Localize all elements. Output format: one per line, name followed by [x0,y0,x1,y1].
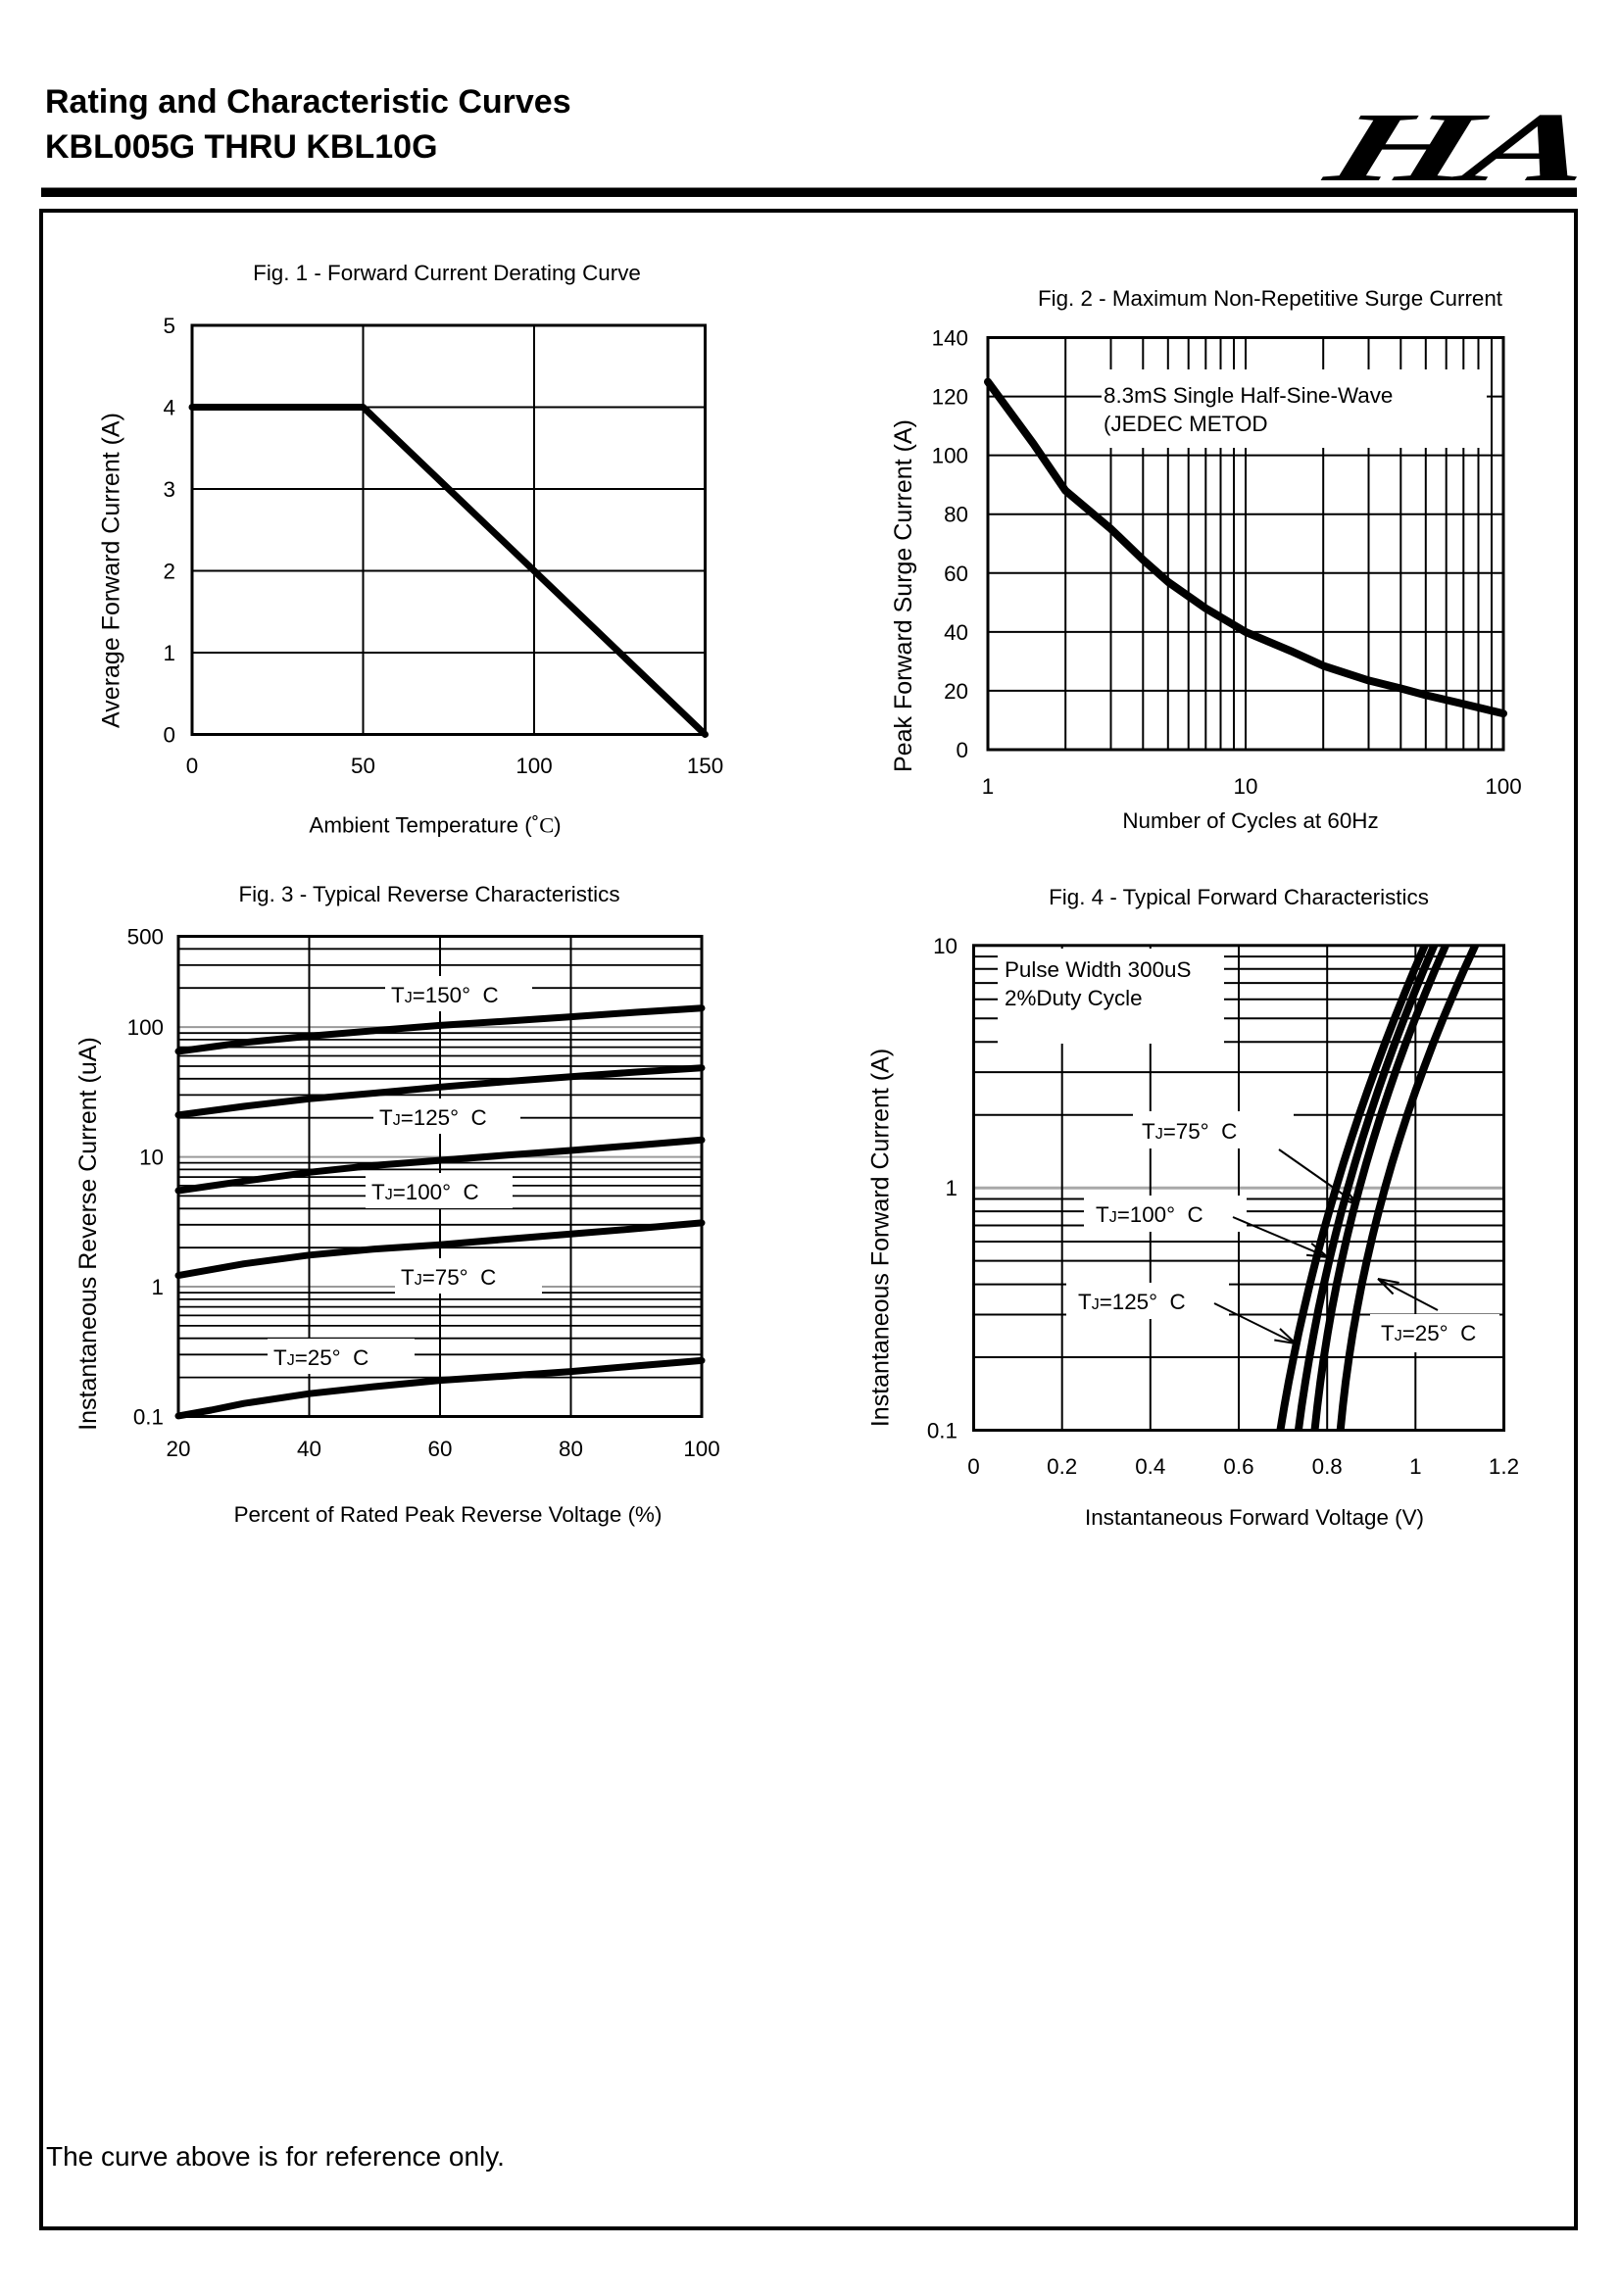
svg-text:100: 100 [932,444,968,468]
svg-text:5: 5 [164,314,175,338]
svg-text:HA: HA [1313,92,1602,202]
svg-text:60: 60 [428,1437,453,1461]
svg-text:2%Duty Cycle: 2%Duty Cycle [1005,986,1143,1010]
svg-text:50: 50 [351,754,375,778]
svg-text:Percent of Rated Peak Reverse: Percent of Rated Peak Reverse Voltage (%… [234,1502,663,1527]
svg-text:Instantaneous Forward Voltage: Instantaneous Forward Voltage (V) [1085,1505,1424,1530]
svg-text:10: 10 [933,934,957,958]
svg-text:10: 10 [1234,774,1258,799]
svg-text:0.1: 0.1 [133,1405,164,1430]
svg-text:Number of Cycles at 60Hz: Number of Cycles at 60Hz [1122,808,1378,833]
svg-text:The curve above is for referen: The curve above is for reference only. [46,2141,505,2172]
svg-text:0.1: 0.1 [927,1419,957,1443]
svg-text:Pulse Width 300uS: Pulse Width 300uS [1005,957,1191,982]
svg-text:TJ=100° C: TJ=100° C [371,1180,479,1204]
svg-text:1: 1 [982,774,994,799]
svg-text:0: 0 [967,1454,979,1479]
svg-text:Fig. 4 - Typical Forward Chara: Fig. 4 - Typical Forward Characteristics [1049,885,1429,909]
svg-text:60: 60 [944,562,968,586]
svg-text:Average Forward Current (A): Average Forward Current (A) [98,413,125,728]
svg-text:3: 3 [164,477,175,502]
svg-text:(JEDEC METOD: (JEDEC METOD [1104,412,1268,436]
svg-text:80: 80 [559,1437,583,1461]
svg-text:10: 10 [139,1146,164,1170]
svg-text:120: 120 [932,385,968,410]
svg-text:140: 140 [932,326,968,351]
svg-text:20: 20 [944,679,968,704]
svg-text:20: 20 [167,1437,191,1461]
svg-text:4: 4 [164,396,175,420]
svg-text:500: 500 [127,925,164,950]
svg-text:Ambient Temperature (˚C): Ambient Temperature (˚C) [309,813,561,838]
svg-text:1: 1 [1409,1454,1421,1479]
svg-text:150: 150 [687,754,723,778]
svg-text:Rating and Characteristic Curv: Rating and Characteristic Curves [45,83,571,121]
svg-text:1.2: 1.2 [1489,1454,1519,1479]
svg-text:1: 1 [164,641,175,665]
svg-text:KBL005G THRU KBL10G: KBL005G THRU KBL10G [45,128,438,166]
svg-text:8.3mS Single Half-Sine-Wave: 8.3mS Single Half-Sine-Wave [1104,383,1393,408]
svg-text:Peak Forward Surge Current (A): Peak Forward Surge Current (A) [890,419,917,772]
svg-text:0.8: 0.8 [1312,1454,1343,1479]
svg-text:100: 100 [683,1437,719,1461]
svg-text:40: 40 [944,620,968,645]
svg-text:1: 1 [946,1176,957,1200]
svg-text:0: 0 [957,738,968,762]
svg-text:40: 40 [297,1437,321,1461]
svg-text:0.2: 0.2 [1047,1454,1077,1479]
svg-text:100: 100 [1485,774,1521,799]
svg-text:1: 1 [152,1275,164,1299]
svg-text:0.6: 0.6 [1223,1454,1253,1479]
svg-text:Fig. 1 - Forward Current Derat: Fig. 1 - Forward Current Derating Curve [253,261,641,285]
svg-text:Instantaneous Forward Current: Instantaneous Forward Current (A) [867,1049,895,1427]
svg-text:0: 0 [186,754,198,778]
svg-text:0: 0 [164,723,175,748]
svg-text:100: 100 [127,1015,164,1040]
svg-text:100: 100 [515,754,552,778]
svg-text:Instantaneous Reverse Current: Instantaneous Reverse Current (uA) [74,1037,102,1431]
svg-text:0.4: 0.4 [1135,1454,1165,1479]
svg-text:2: 2 [164,560,175,584]
svg-text:Fig. 3 - Typical Reverse Chara: Fig. 3 - Typical Reverse Characteristics [238,882,619,906]
svg-text:80: 80 [944,503,968,527]
svg-text:Fig. 2 - Maximum Non-Repetitiv: Fig. 2 - Maximum Non-Repetitive Surge Cu… [1038,286,1503,311]
